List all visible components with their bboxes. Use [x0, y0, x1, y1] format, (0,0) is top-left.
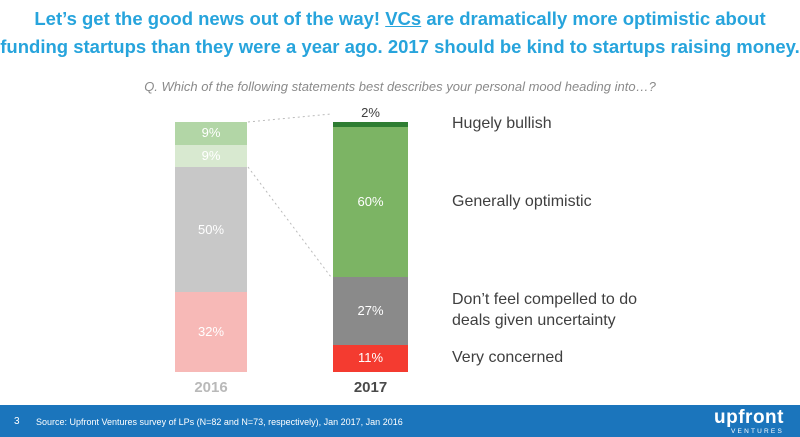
- segment-value-label: 9%: [201, 125, 221, 141]
- headline-text-post: are dramatically more optimistic about: [421, 8, 766, 29]
- headline-underlined-text: VCs: [385, 8, 422, 29]
- bar-segment: [175, 144, 247, 167]
- category-label: Don’t feel compelled to do deals given u…: [452, 290, 637, 329]
- connector-line-mid: [247, 166, 332, 278]
- category-label: Hugely bullish: [452, 115, 552, 132]
- category-label: Very concerned: [452, 348, 564, 366]
- segment-value-label: 60%: [357, 194, 384, 209]
- upfront-logo: upfront VENTURES: [714, 407, 784, 435]
- segment-value-label: 11%: [357, 350, 384, 366]
- axis-label-2017: 2017: [353, 379, 388, 396]
- segment-value-label: 9%: [201, 147, 221, 163]
- headline: Let’s get the good news out of the way! …: [0, 5, 800, 61]
- connector-line-top: [247, 113, 332, 123]
- logo-wordmark: upfront: [714, 407, 784, 428]
- bar-segment: [333, 127, 408, 277]
- segment-value-label: 50%: [197, 221, 225, 237]
- connector-lines: [247, 113, 332, 278]
- bar-segment: [175, 292, 247, 372]
- page-number: 3: [14, 416, 20, 427]
- chart-area: 9% 9% 50% 32% 2016 2% 60% 27% 11% 2017 Hugely bull…: [0, 105, 800, 405]
- segment-value-label: 27%: [357, 302, 384, 318]
- segment-value-label: 2%: [361, 105, 380, 120]
- headline-text-pre: Let’s get the good news out of the way!: [34, 8, 386, 29]
- headline-line-1: Let’s get the good news out of the way! …: [0, 5, 800, 33]
- logo-subtext: VENTURES: [731, 428, 784, 435]
- category-label: Generally optimistic: [452, 192, 592, 210]
- source-text: Source: Upfront Ventures survey of LPs (…: [36, 417, 403, 427]
- bar-segment: [175, 167, 247, 292]
- bar-segment: [333, 277, 408, 345]
- bar-segment: [333, 344, 408, 372]
- segment-value-label: 32%: [197, 324, 225, 339]
- footer: 3 Source: Upfront Ventures survey of LPs…: [0, 405, 800, 437]
- chart-question: Q. Which of the following statements bes…: [144, 79, 656, 94]
- headline-line-2: funding startups than they were a year a…: [0, 36, 800, 57]
- bar-segment: [175, 122, 247, 145]
- axis-label-2016: 2016: [194, 379, 228, 396]
- bar-segment: [333, 122, 408, 127]
